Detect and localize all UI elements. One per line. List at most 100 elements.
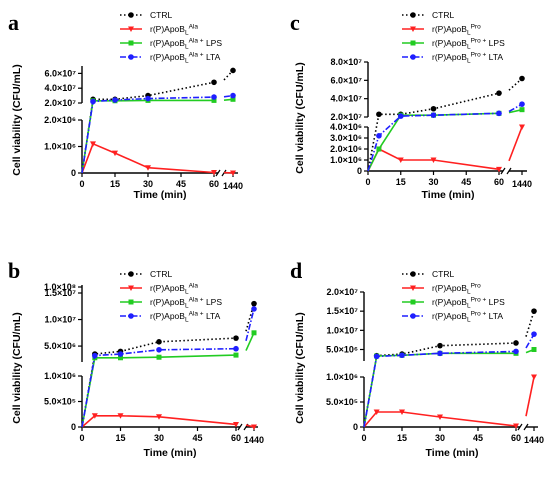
data-point [376,146,382,152]
x-tick-label: 15 [115,433,125,443]
data-point [513,423,519,429]
data-point [230,67,236,74]
legend-name: r(P)ApoB [150,38,185,48]
legend-suffix: LTA [204,311,221,321]
panel-letter: d [290,258,302,283]
x-tick-label: 45 [192,433,202,443]
y-tick-label: 6.0×10⁷ [45,68,77,78]
data-point [430,157,437,163]
legend-subscript: L [467,58,471,65]
data-point [233,335,239,341]
y-tick-label: 5.0×10⁵ [44,397,76,407]
data-point [251,424,257,430]
y-axis-title: Cell viability (CFU/mL) [294,312,306,423]
panel-letter: b [8,258,20,283]
series-line-after-break [525,310,535,337]
legend-label: CTRL [150,269,172,279]
legend-subscript: L [467,303,471,310]
legend-suffix: LPS [204,38,223,48]
legend-superscript: Ala + [189,311,204,318]
legend-swatch-marker [410,285,416,291]
legend-suffix: LTA [486,52,503,62]
x-tick-label: 0 [79,179,84,189]
legend-swatch-marker [128,40,134,46]
data-point [251,300,257,307]
x-tick-label: 30 [143,179,153,189]
y-tick-label: 1.5×10⁷ [45,288,77,298]
legend-swatch-marker [128,299,134,305]
legend-name: r(P)ApoB [432,283,467,293]
panel-b: b 0 15 30 45 60 1440 0 5.0×10⁵ 1.0×10⁶ 5.0×10⁶ 1.0×… [8,258,264,459]
legend-label: CTRL [432,10,454,20]
data-point [437,350,443,357]
x-axis-break-mark [500,167,506,175]
legend-label: CTRL [432,269,454,279]
data-point [118,355,123,361]
legend-swatch-marker [128,285,134,291]
x-axis-break-mark [517,423,523,431]
x-tick-label: 30 [428,177,438,187]
y-tick-label: 2.0×10⁷ [327,287,359,297]
legend-superscript: Ala [189,283,199,290]
x-axis-title: Time (min) [144,447,197,459]
legend-swatch-marker [410,12,416,18]
legend-superscript: Pro + [471,38,487,45]
x-tick-label: 15 [110,179,120,189]
legend-label: r(P)ApoBLPro + LTA [432,311,503,324]
data-point [496,166,502,173]
x-tick-label: 45 [473,433,483,443]
legend-swatch-marker [128,271,134,277]
data-point [233,352,239,358]
panel-letter: c [290,10,300,35]
x-axis-title: Time (min) [426,447,479,459]
x-tick-label: 60 [209,179,219,189]
legend-label: r(P)ApoBLPro [432,24,481,37]
x-tick-label: 0 [361,433,366,443]
data-point [156,414,162,420]
data-point [496,90,502,96]
data-point [437,414,443,420]
legend-suffix: LPS [486,38,505,48]
x-axis-break-mark [215,169,221,177]
legend-swatch-marker [410,40,416,46]
data-point [230,170,236,176]
legend-swatch-marker [128,313,134,319]
data-point [112,150,118,157]
y-tick-label: 5.0×10⁶ [44,341,76,351]
x-tick-label: 30 [154,433,164,443]
legend-swatch-marker [410,271,416,277]
data-point [92,352,98,359]
data-point [156,354,162,360]
x-axis-title: Time (min) [422,189,475,201]
legend-label: r(P)ApoBLAla + LPS [150,38,222,51]
x-tick-label: 0 [365,177,370,187]
series-line-after-break [245,303,255,332]
series-line [81,99,214,174]
data-point [399,409,405,415]
legend-swatch-marker [410,54,416,60]
series-line [81,347,237,428]
legend-name: CTRL [432,10,454,20]
y-tick-label: 1.0×10⁶ [44,142,76,152]
legend-subscript: L [467,30,471,37]
data-point [117,351,124,357]
data-point [397,113,404,119]
x-tick-label: 1440 [223,181,243,191]
x-tick-label: 60 [494,177,504,187]
y-tick-label: 2.0×10⁶ [330,144,362,154]
y-axis-title: Cell viability (CFU/mL) [294,62,306,173]
y-tick-label: 2.0×10⁷ [45,98,77,108]
data-point [233,421,239,428]
legend-label: r(P)ApoBLPro + LPS [432,38,505,51]
legend-name: CTRL [432,269,454,279]
y-tick-label: 4.0×10⁷ [331,94,363,104]
x-tick-label: 45 [461,177,471,187]
data-point [230,96,236,102]
series-line-after-break [245,332,255,351]
y-tick-label: 4.0×10⁶ [330,122,362,132]
data-point [230,92,236,99]
data-point [112,97,118,103]
y-tick-label: 1.0×10⁸ [44,282,76,292]
x-tick-label: 0 [79,433,84,443]
data-point [251,306,257,312]
